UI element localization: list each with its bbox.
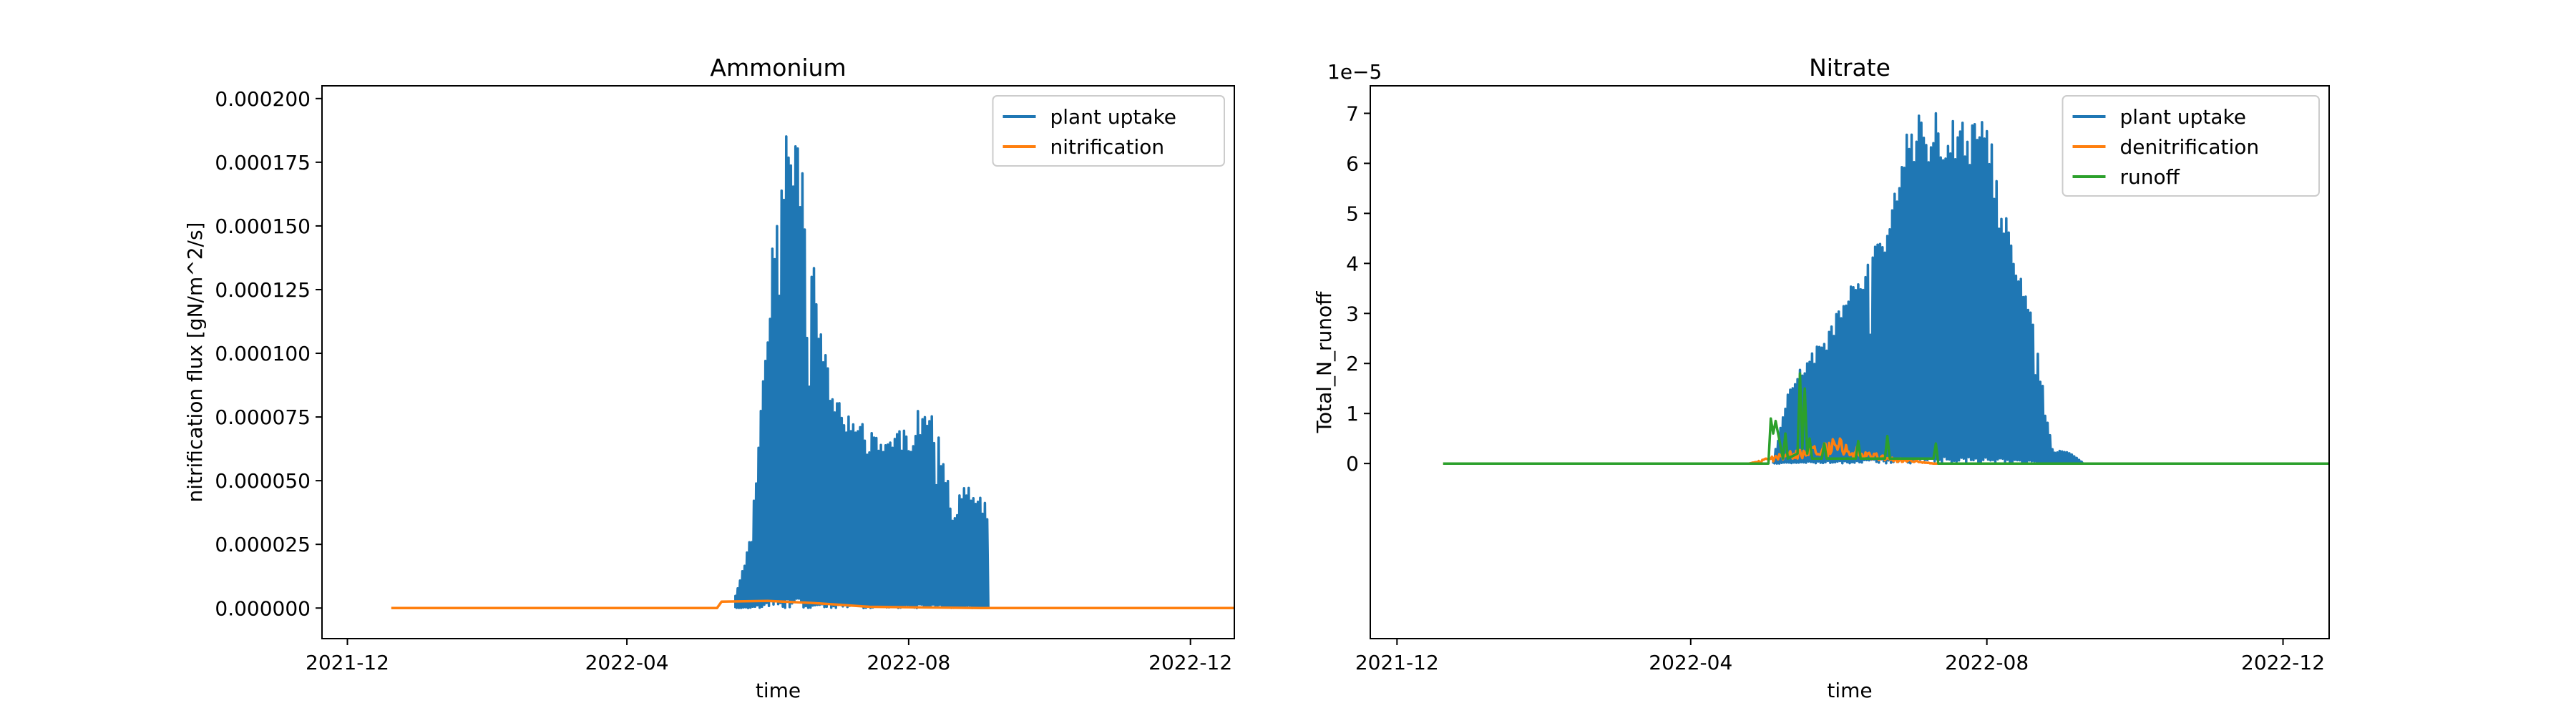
legend-label: runoff xyxy=(2120,165,2180,189)
chart-panel-2: 2021-12 2022-04 2022-08 2022-12 0 1 2 3 4 5 6 7 Nitr… xyxy=(1312,54,2330,702)
legend-box xyxy=(2062,95,2320,197)
legend: plant uptake nitrification xyxy=(992,95,1225,167)
chart-panel-1: 2021-12 2022-04 2022-08 2022-12 0.000000 0.00… xyxy=(183,54,1235,702)
y-tick-label: 0 xyxy=(1346,452,1359,476)
y-tick-label: 3 xyxy=(1346,302,1359,325)
y-tick-label: 0.000125 xyxy=(215,278,311,302)
legend-label: nitrification xyxy=(1050,135,1165,159)
y-tick-label: 0.000100 xyxy=(215,342,311,365)
series-line-plant-uptake xyxy=(1772,112,2084,465)
legend: plant uptake denitrification runoff xyxy=(2062,95,2320,197)
y-tick-label: 0.000000 xyxy=(215,596,311,620)
series-line-plant-uptake xyxy=(734,135,990,610)
y-tick-label: 0.000050 xyxy=(215,469,311,493)
y-axis-label: Total_N_runoff xyxy=(1312,291,1336,433)
y-tick-label: 0.000175 xyxy=(215,151,311,174)
x-tick-label: 2021-12 xyxy=(1355,651,1439,674)
legend-box xyxy=(992,95,1225,167)
legend-label: plant uptake xyxy=(1050,105,1176,129)
series-line-nitrification xyxy=(391,599,1234,610)
series-line-runoff xyxy=(1443,372,2329,465)
legend-label: denitrification xyxy=(2120,135,2260,159)
chart-title: Ammonium xyxy=(710,54,846,82)
x-tick-label: 2022-08 xyxy=(1945,651,2029,674)
x-tick-label: 2022-04 xyxy=(585,651,669,674)
y-tick-label: 0.000075 xyxy=(215,405,311,429)
plot-area xyxy=(391,135,1234,610)
x-axis-label: time xyxy=(1827,679,1872,702)
y-tick-label: 0.000025 xyxy=(215,533,311,556)
y-tick-label: 7 xyxy=(1346,102,1359,125)
y-tick-label: 6 xyxy=(1346,152,1359,175)
y-tick-label: 2 xyxy=(1346,352,1359,375)
axes-frame xyxy=(1370,85,2330,639)
plot-area xyxy=(1443,112,2329,465)
x-tick-label: 2021-12 xyxy=(306,651,389,674)
x-tick-label: 2022-12 xyxy=(2241,651,2325,674)
y-tick-label: 5 xyxy=(1346,202,1359,225)
axes-frame xyxy=(321,85,1235,639)
y-tick-label: 0.000150 xyxy=(215,215,311,238)
legend-label: plant uptake xyxy=(2120,105,2246,129)
y-tick-label: 1 xyxy=(1346,402,1359,426)
x-tick-label: 2022-08 xyxy=(867,651,950,674)
y-tick-label: 0.000200 xyxy=(215,87,311,111)
x-axis-label: time xyxy=(756,679,801,702)
chart-title: Nitrate xyxy=(1809,54,1890,82)
y-tick-label: 4 xyxy=(1346,252,1359,275)
y-axis-label: nitrification flux [gN/m^2/s] xyxy=(183,222,207,503)
x-tick-label: 2022-12 xyxy=(1148,651,1232,674)
x-tick-label: 2022-04 xyxy=(1649,651,1732,674)
y-offset-label: 1e−5 xyxy=(1327,60,1382,84)
